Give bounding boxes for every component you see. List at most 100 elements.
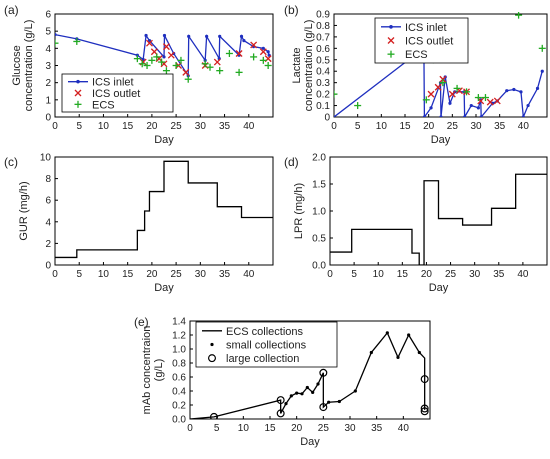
legend-marker-ics-inlet bbox=[389, 25, 393, 29]
small-collections-point bbox=[369, 350, 373, 355]
x-tick-label: 0 bbox=[187, 423, 193, 434]
x-tick-label: 15 bbox=[122, 121, 134, 132]
ics-inlet-point bbox=[162, 33, 167, 38]
ics-inlet-point bbox=[448, 101, 452, 105]
plot-area bbox=[55, 160, 273, 259]
x-tick-label: 30 bbox=[344, 423, 356, 434]
x-tick-label: 20 bbox=[146, 121, 158, 132]
small-collections-point bbox=[337, 399, 341, 404]
y-tick-label: 0.4 bbox=[316, 67, 330, 78]
panel-e: (e) 0 5 10 15 20 25 30 35 40 0.0 0.2 0.4 0.6 0.8 1.0 1.2… bbox=[134, 315, 431, 448]
legend-label: ECS bbox=[405, 49, 428, 61]
panel-a: (a) 0 5 10 15 20 25 30 35 40 0 1 2 3 4 5 6 Day Glucoseconc… bbox=[4, 3, 274, 146]
y-tick-label: 5 bbox=[45, 27, 51, 38]
y-tick-label: 0.0 bbox=[312, 261, 326, 272]
large-collection-point bbox=[420, 404, 429, 413]
small-collections-point bbox=[417, 350, 421, 355]
y-tick-label: 2.0 bbox=[312, 153, 326, 164]
x-tick-label: 35 bbox=[219, 121, 231, 132]
plot-area bbox=[55, 33, 272, 83]
ics-inlet-point bbox=[521, 115, 525, 117]
panel-label-c: (c) bbox=[4, 155, 18, 169]
large-collection-point bbox=[420, 407, 429, 416]
ecs-point bbox=[538, 44, 546, 52]
y-tick-label: 6 bbox=[45, 196, 51, 207]
ics-inlet-point bbox=[519, 90, 523, 94]
ecs-point bbox=[162, 67, 170, 75]
ecs-collections-line bbox=[190, 331, 426, 419]
ecs-point bbox=[172, 62, 180, 69]
x-tick-label: 15 bbox=[122, 269, 134, 280]
x-tick-label: 5 bbox=[351, 269, 357, 280]
x-tick-label: 10 bbox=[238, 423, 250, 434]
ics-inlet-point bbox=[162, 55, 166, 59]
x-tick-label: 25 bbox=[445, 269, 457, 280]
ics-inlet-line bbox=[55, 33, 270, 78]
x-tick-label: 5 bbox=[355, 121, 361, 132]
x-axis-label: Day bbox=[154, 134, 174, 146]
ics-outlet-point bbox=[493, 97, 501, 105]
ecs-point bbox=[143, 62, 151, 69]
legend-label: ICS outlet bbox=[92, 88, 140, 100]
ics-inlet-point bbox=[540, 69, 544, 73]
legend-box bbox=[195, 321, 338, 368]
plot-area bbox=[190, 331, 429, 419]
legend-marker-ecs bbox=[387, 50, 395, 58]
ecs-point bbox=[334, 90, 338, 98]
panel-label-d: (d) bbox=[284, 155, 299, 169]
x-tick-label: 0 bbox=[327, 269, 333, 280]
y-tick-label: 1.0 bbox=[172, 345, 186, 356]
y-tick-label: 1.2 bbox=[172, 331, 186, 342]
large-collection-point bbox=[210, 412, 218, 419]
y-axis-label: GUR (mg/h) bbox=[18, 181, 30, 240]
panel-d: (d) 0 5 10 15 20 25 30 35 40 0.0 0.5 1.0 1.5 2.0 Day LPR… bbox=[284, 153, 548, 294]
y-tick-label: 0.5 bbox=[312, 234, 326, 245]
y-tick-label: 0.3 bbox=[316, 78, 330, 89]
x-axis-label: Day bbox=[429, 282, 449, 294]
ecs-point bbox=[439, 79, 447, 87]
ecs-point bbox=[453, 84, 461, 92]
large-collection-point bbox=[319, 368, 328, 377]
small-collections-point bbox=[305, 385, 309, 390]
y-tick-label: 0.8 bbox=[316, 21, 330, 32]
ics-outlet-point bbox=[146, 39, 153, 47]
legend-label: small collections bbox=[226, 340, 307, 352]
large-collection-point bbox=[276, 409, 285, 418]
y-tick-label: 0.8 bbox=[172, 359, 186, 370]
ics-inlet-point bbox=[144, 33, 148, 38]
legend-marker-ics-outlet bbox=[74, 89, 82, 97]
ics-inlet-point bbox=[439, 115, 443, 117]
ics-inlet-point bbox=[505, 89, 509, 93]
ecs-point bbox=[184, 75, 192, 83]
x-tick-label: 35 bbox=[219, 269, 231, 280]
x-tick-label: 40 bbox=[517, 269, 529, 280]
x-tick-label: 10 bbox=[376, 121, 388, 132]
panel-b: (b)0 5 10 15 20 25 30 35 4000.10.20.30.40.50.60.… bbox=[284, 3, 548, 146]
legend-marker-large-collection bbox=[208, 354, 217, 363]
ics-outlet-point bbox=[250, 41, 258, 49]
x-tick-label: 15 bbox=[399, 121, 411, 132]
y-tick-label: 8 bbox=[45, 174, 51, 185]
legend-marker-ics-inlet bbox=[76, 79, 80, 84]
x-tick-label: 25 bbox=[447, 121, 459, 132]
ics-outlet-point bbox=[213, 58, 221, 66]
x-axis-label: Day bbox=[154, 282, 174, 294]
ecs-point bbox=[201, 60, 209, 68]
ics-inlet-point bbox=[526, 103, 530, 108]
ecs-point bbox=[153, 53, 161, 61]
ics-outlet-point bbox=[182, 68, 190, 76]
x-tick-label: 0 bbox=[331, 121, 337, 132]
ecs-point bbox=[225, 49, 233, 57]
legend-label: ICS inlet bbox=[92, 77, 134, 89]
small-collections-point bbox=[284, 402, 288, 406]
x-tick-label: 0 bbox=[52, 269, 58, 280]
ics-inlet-point bbox=[205, 34, 209, 38]
small-collections-point bbox=[289, 394, 293, 398]
ecs-point bbox=[481, 94, 489, 102]
x-tick-label: 25 bbox=[318, 423, 330, 434]
ecs-point bbox=[206, 63, 214, 71]
ics-inlet-point bbox=[261, 46, 265, 50]
